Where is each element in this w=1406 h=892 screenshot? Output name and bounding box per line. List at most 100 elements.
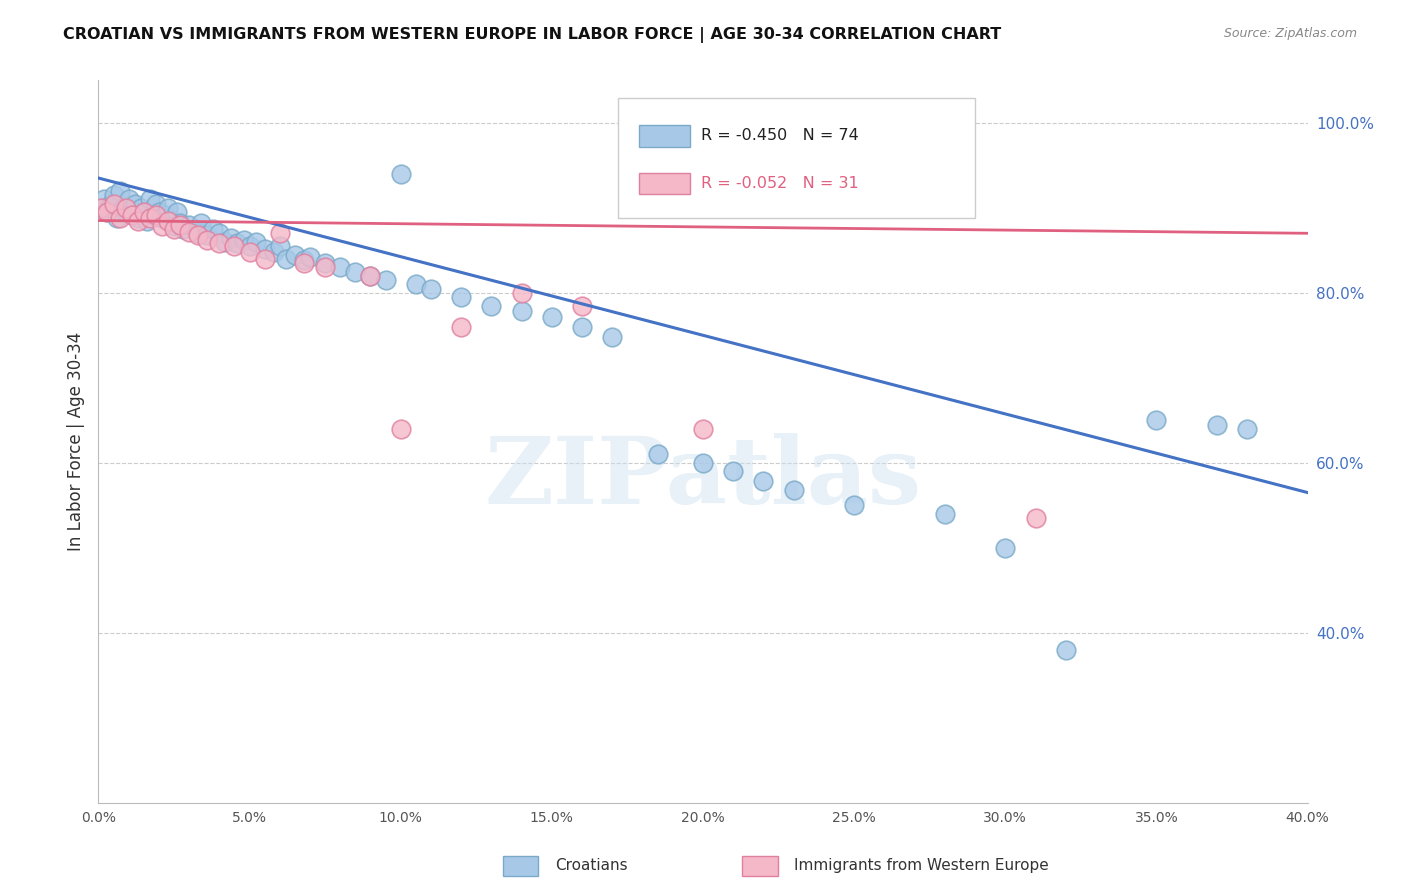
Point: [284, 247, 307, 261]
Point: [90, 201, 112, 215]
Point: [692, 456, 714, 470]
Point: [132, 205, 155, 219]
Point: [124, 196, 146, 211]
Point: [145, 208, 167, 222]
Point: [100, 196, 122, 211]
Point: [156, 213, 179, 227]
Point: [114, 201, 136, 215]
Point: [187, 227, 209, 242]
Point: [190, 216, 212, 230]
Text: CROATIAN VS IMMIGRANTS FROM WESTERN EUROPE IN LABOR FORCE | AGE 30-34 CORRELATIO: CROATIAN VS IMMIGRANTS FROM WESTERN EURO…: [63, 27, 1001, 43]
Text: Immigrants from Western Europe: Immigrants from Western Europe: [794, 858, 1049, 872]
Point: [163, 219, 186, 234]
Point: [156, 201, 179, 215]
Point: [389, 422, 412, 436]
Point: [263, 244, 285, 259]
Point: [420, 281, 443, 295]
Point: [1144, 413, 1167, 427]
Point: [1054, 642, 1077, 657]
Point: [1206, 417, 1229, 432]
Point: [540, 310, 562, 324]
Point: [299, 250, 322, 264]
Point: [96, 205, 118, 219]
Point: [184, 222, 207, 236]
Point: [314, 260, 336, 275]
Text: Source: ZipAtlas.com: Source: ZipAtlas.com: [1223, 27, 1357, 40]
Point: [752, 475, 775, 489]
Point: [93, 192, 115, 206]
Point: [226, 236, 249, 251]
Point: [202, 222, 225, 236]
Point: [253, 252, 276, 266]
Bar: [638, 173, 690, 194]
Point: [692, 422, 714, 436]
Point: [129, 201, 152, 215]
Point: [127, 213, 149, 227]
Point: [844, 498, 866, 512]
Point: [169, 216, 191, 230]
Point: [142, 208, 165, 222]
Point: [647, 447, 669, 461]
Point: [153, 208, 176, 222]
Point: [148, 205, 170, 219]
FancyBboxPatch shape: [619, 98, 976, 218]
Point: [195, 227, 218, 242]
Point: [150, 219, 173, 234]
Point: [139, 192, 162, 206]
Point: [783, 483, 806, 497]
Point: [314, 256, 336, 270]
Point: [1024, 511, 1046, 525]
Point: [571, 299, 593, 313]
Point: [292, 256, 315, 270]
Bar: [638, 125, 690, 147]
Point: [360, 268, 382, 283]
Point: [96, 205, 118, 219]
Point: [90, 201, 112, 215]
Point: [510, 285, 533, 300]
Point: [994, 541, 1017, 555]
Point: [139, 211, 162, 225]
Point: [571, 319, 593, 334]
Point: [121, 208, 143, 222]
Point: [163, 222, 186, 236]
Point: [274, 252, 297, 266]
Text: R = -0.052   N = 31: R = -0.052 N = 31: [700, 176, 858, 191]
Point: [221, 230, 243, 244]
Point: [105, 211, 128, 225]
Point: [374, 273, 396, 287]
Point: [118, 192, 141, 206]
Point: [934, 507, 956, 521]
Point: [723, 464, 745, 478]
Point: [145, 196, 167, 211]
Text: R = -0.450   N = 74: R = -0.450 N = 74: [700, 128, 858, 144]
Point: [239, 244, 262, 259]
Point: [344, 264, 367, 278]
Point: [232, 233, 254, 247]
Point: [510, 304, 533, 318]
Point: [179, 218, 201, 232]
Point: [160, 213, 183, 227]
Point: [245, 235, 267, 249]
Point: [127, 211, 149, 225]
Point: [329, 260, 352, 275]
Point: [179, 225, 201, 239]
Point: [481, 299, 503, 313]
Point: [111, 201, 134, 215]
Point: [108, 184, 131, 198]
Y-axis label: In Labor Force | Age 30-34: In Labor Force | Age 30-34: [66, 332, 84, 551]
Point: [360, 268, 382, 283]
Point: [389, 167, 412, 181]
Point: [103, 188, 125, 202]
Point: [208, 236, 231, 251]
Point: [121, 208, 143, 222]
Point: [253, 242, 276, 256]
Point: [1236, 422, 1258, 436]
Point: [602, 330, 624, 344]
Point: [187, 227, 209, 241]
Point: [103, 196, 125, 211]
Point: [166, 205, 188, 219]
Point: [108, 211, 131, 225]
Point: [132, 205, 155, 219]
Point: [292, 253, 315, 268]
Point: [450, 319, 472, 334]
